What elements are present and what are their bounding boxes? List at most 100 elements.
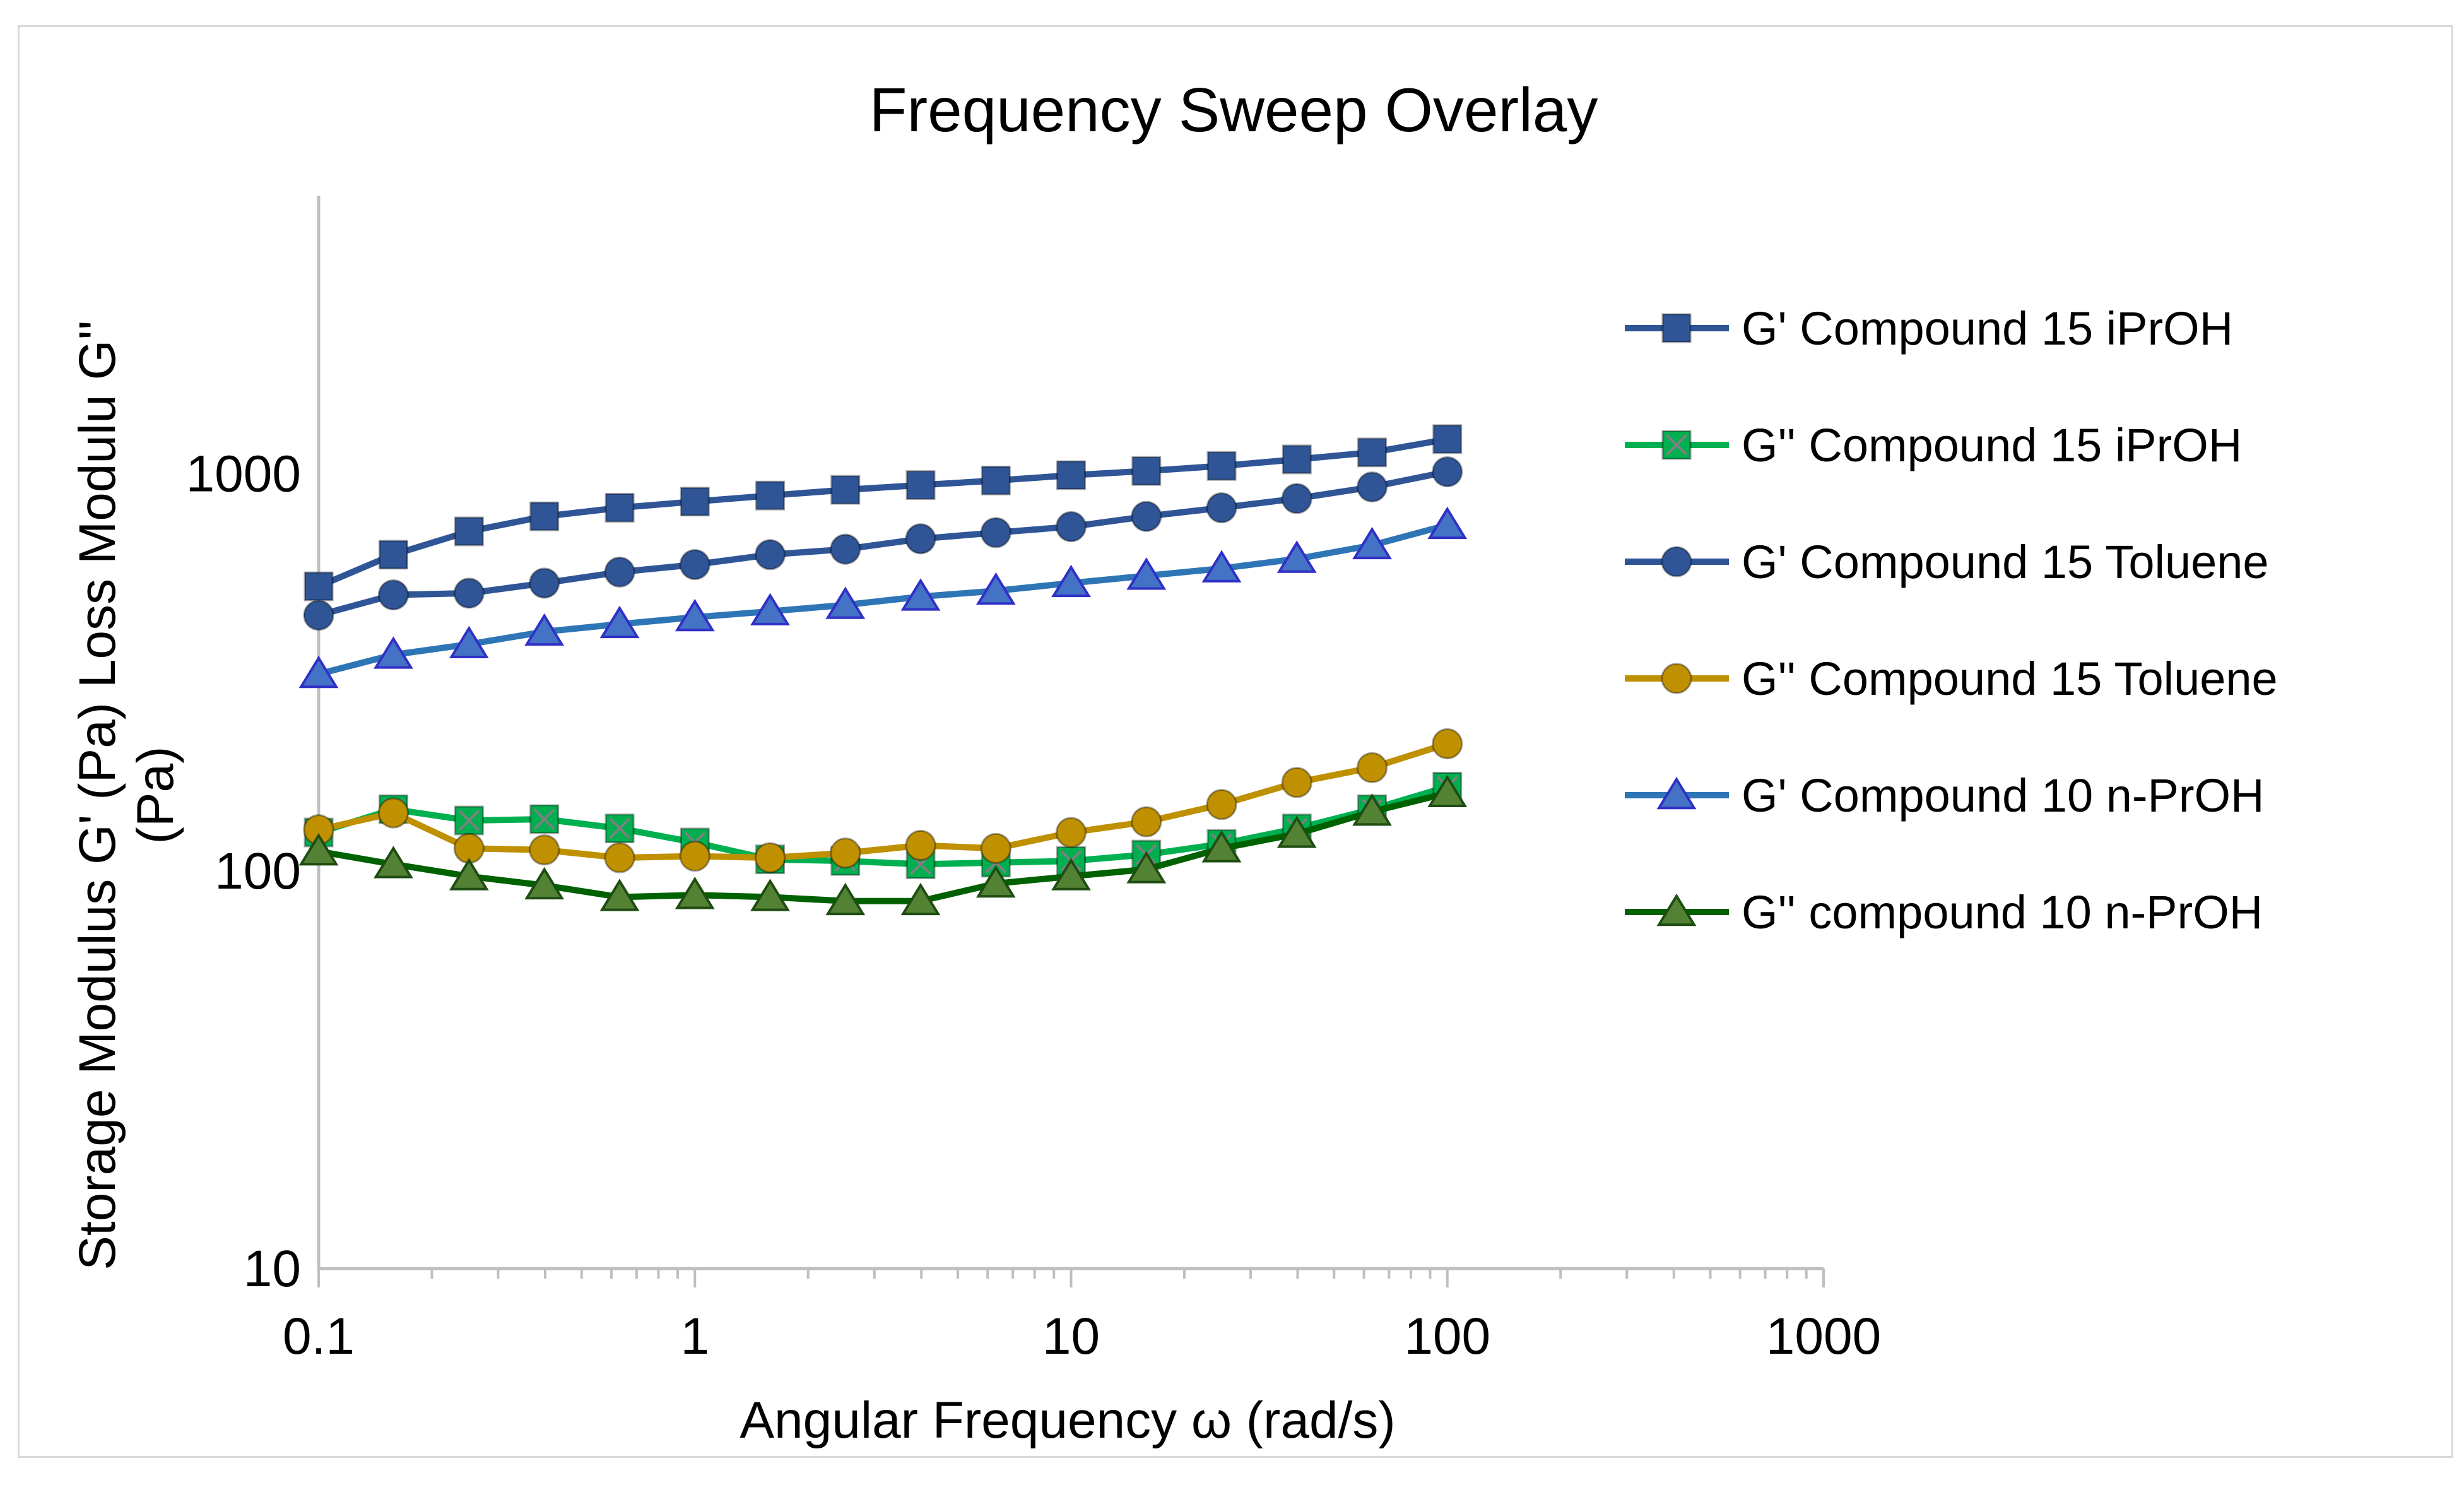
data-point <box>1051 564 1091 598</box>
data-point <box>1356 471 1388 503</box>
data-point <box>298 655 339 689</box>
data-point <box>449 858 489 891</box>
legend-swatch-marker <box>1661 546 1692 577</box>
data-point <box>905 829 936 861</box>
y-tick-label: 1000 <box>186 445 301 502</box>
cross-stroke <box>1666 434 1687 456</box>
data-point <box>529 567 560 599</box>
data-point <box>1352 793 1392 826</box>
data-point <box>1126 557 1167 590</box>
series-line <box>317 468 1448 618</box>
data-point <box>830 475 861 505</box>
data-point <box>599 879 640 911</box>
data-point <box>750 593 790 625</box>
chart-frame <box>18 25 2453 1458</box>
data-point <box>604 842 635 873</box>
data-point <box>298 832 339 866</box>
data-point <box>1432 456 1463 488</box>
data-point <box>1201 550 1242 583</box>
y-tick-labels: 10 100 1000 <box>186 445 301 1298</box>
chart-title: Frequency Sweep Overlay <box>869 75 1598 145</box>
plot-series <box>298 424 1468 916</box>
data-point <box>900 882 941 916</box>
legend-swatch-marker <box>1656 893 1697 926</box>
y-tick-label: 10 <box>244 1240 301 1298</box>
legend-label: G' Compound 10 n-PrOH <box>1742 769 2265 822</box>
x-axis-label: Angular Frequency ω (rad/s) <box>740 1392 1395 1449</box>
data-point <box>378 540 408 570</box>
data-point <box>1206 492 1237 524</box>
data-point <box>754 842 786 873</box>
data-point <box>1131 806 1162 837</box>
legend: G' Compound 15 iPrOH G'' Compound 15 iPrO… <box>1625 302 2278 938</box>
data-point <box>1427 506 1468 540</box>
axes <box>317 196 1825 1287</box>
data-point <box>750 879 790 911</box>
data-point <box>1131 500 1162 532</box>
series-line <box>317 783 1449 868</box>
series-line <box>318 790 1448 904</box>
data-point <box>976 572 1016 605</box>
data-point <box>754 539 786 571</box>
legend-item-5: G' Compound 10 n-PrOH <box>1625 769 2265 822</box>
legend-item-1: G' Compound 15 iPrOH <box>1625 302 2233 355</box>
data-point <box>524 613 565 646</box>
data-point <box>529 834 560 866</box>
series-1 <box>304 424 1463 601</box>
data-point-cross <box>458 810 480 831</box>
data-point <box>1427 774 1468 807</box>
legend-label: G'' compound 10 n-PrOH <box>1742 886 2263 938</box>
series-3 <box>303 456 1463 631</box>
data-point <box>825 882 866 916</box>
data-point <box>1281 483 1312 514</box>
data-point <box>1432 424 1463 454</box>
legend-swatch-marker <box>1661 313 1692 343</box>
data-point <box>1055 511 1087 543</box>
data-point <box>1352 526 1392 560</box>
series-6 <box>298 774 1468 916</box>
cross-stroke <box>533 808 555 830</box>
data-point <box>453 577 485 609</box>
data-point <box>830 533 861 565</box>
data-point <box>1201 830 1242 863</box>
series-5 <box>298 506 1468 689</box>
series-line <box>317 522 1449 677</box>
data-point-cross <box>609 817 630 839</box>
data-point <box>529 501 560 531</box>
data-point <box>675 877 715 909</box>
data-point <box>303 600 334 631</box>
legend-swatch-marker <box>1661 663 1692 694</box>
x-tick-label: 100 <box>1404 1308 1490 1365</box>
data-point <box>304 571 334 601</box>
data-point-cross <box>533 808 555 830</box>
data-point <box>981 465 1011 495</box>
data-point <box>1056 460 1086 490</box>
x-tick-label: 10 <box>1042 1308 1100 1365</box>
data-point <box>1282 444 1312 475</box>
data-point <box>1206 789 1237 820</box>
data-point <box>377 579 410 611</box>
data-point <box>1357 437 1388 468</box>
x-tick-label: 1000 <box>1766 1308 1881 1365</box>
data-point <box>1356 752 1388 783</box>
x-tick-label: 0.1 <box>283 1308 355 1365</box>
data-point <box>1432 728 1463 760</box>
cross-stroke <box>458 810 480 831</box>
data-point <box>679 548 710 581</box>
legend-swatch-marker-cross <box>1666 434 1687 456</box>
series-line <box>317 740 1449 861</box>
data-point <box>604 556 635 588</box>
legend-item-6: G'' compound 10 n-PrOH <box>1625 886 2263 938</box>
data-point <box>900 578 941 611</box>
data-point <box>1055 817 1087 848</box>
data-point <box>976 865 1016 898</box>
data-point <box>1126 851 1167 884</box>
legend-label: G'' Compound 15 Toluene <box>1742 653 2278 705</box>
data-point <box>374 846 413 879</box>
data-point <box>604 493 635 523</box>
series-4 <box>303 728 1463 873</box>
y-axis-label: Storage Modulus G' (Pa) Loss Modulu G'' … <box>69 320 184 1270</box>
series-line <box>317 435 1448 589</box>
data-point <box>755 480 786 511</box>
data-point <box>1276 815 1317 848</box>
